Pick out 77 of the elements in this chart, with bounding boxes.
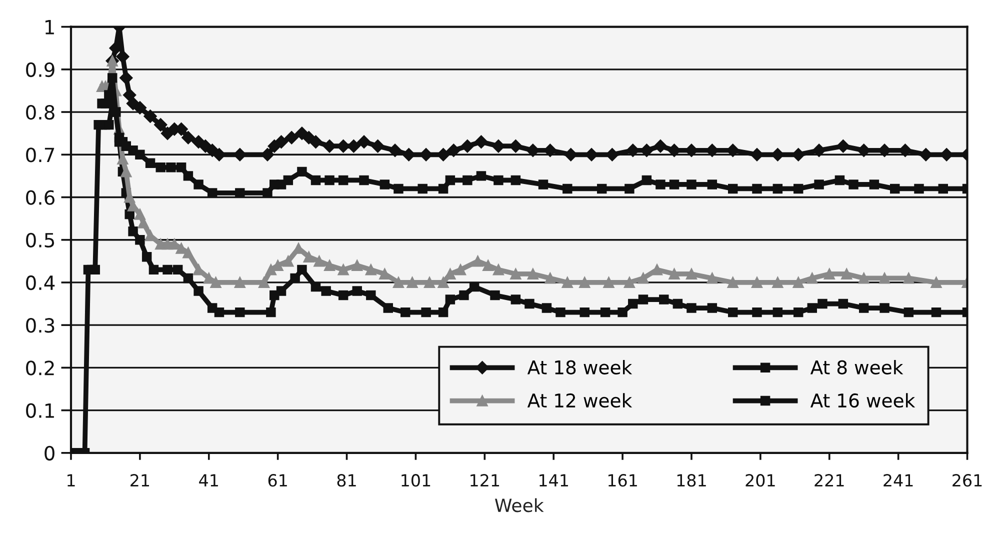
legend-label: At 18 week [527,360,632,374]
point [938,184,948,194]
point [686,180,696,190]
y-tick-label: 0.1 [26,403,54,418]
point [562,184,572,194]
point [183,171,194,181]
y-tick-label: 0.3 [26,318,54,333]
y-tick-label: 0.4 [26,275,55,290]
point [394,184,404,194]
point [834,175,845,186]
point [418,184,428,194]
point [494,175,504,186]
point [194,180,204,190]
y-tick-label: 0.8 [26,104,54,120]
point [262,188,272,198]
x-axis-title: Week [494,498,544,512]
x-tick-label: 81 [337,474,356,487]
point [510,175,521,186]
legend-label: At 16 week [810,393,916,408]
legend-label: At 12 week [527,393,632,408]
x-tick-label: 61 [268,474,287,487]
y-tick-label: 0.6 [26,190,54,205]
point [772,184,783,194]
point [597,184,607,194]
point [380,180,390,190]
point [538,180,548,190]
y-tick-label: 1 [45,20,54,34]
point [438,184,448,194]
point [166,162,176,172]
point [310,175,321,186]
point [462,175,472,186]
x-tick-label: 201 [746,474,775,487]
point [338,175,348,186]
point [476,171,486,181]
point [890,184,900,194]
point [669,180,680,190]
point [297,166,307,177]
point [359,175,369,186]
x-tick-label: 181 [677,474,706,487]
x-tick-label: 101 [402,474,430,487]
point [914,184,924,194]
point [176,162,186,172]
point [656,180,666,190]
x-tick-label: 261 [952,474,982,487]
point [848,180,858,190]
legend-label: At 8 week [810,360,904,374]
point [283,175,294,186]
x-tick-label: 121 [470,474,500,486]
x-tick-label: 41 [199,474,218,486]
point [207,188,218,198]
y-tick-label: 0.2 [26,360,54,376]
x-tick-label: 221 [814,474,844,486]
x-tick-label: 241 [884,474,913,486]
y-tick-label: 0.5 [26,232,54,248]
x-tick-label: 21 [130,474,149,486]
point [107,73,118,83]
point [624,184,634,194]
point [135,150,145,160]
y-tick-label: 0.7 [26,148,54,162]
y-tick-label: 0.9 [26,62,54,78]
point [324,175,334,186]
point [814,180,824,190]
point [100,98,110,108]
point [869,180,880,190]
point [793,184,804,194]
point [145,158,156,168]
point [728,184,738,194]
point [642,175,652,186]
y-tick-label: 0 [44,446,54,461]
x-tick-label: 141 [540,474,568,486]
point [235,188,245,198]
point [752,184,762,194]
point [707,180,718,190]
x-tick-label: 1 [68,474,75,486]
point [445,175,456,186]
point [156,162,166,172]
x-tick-label: 161 [608,474,637,487]
